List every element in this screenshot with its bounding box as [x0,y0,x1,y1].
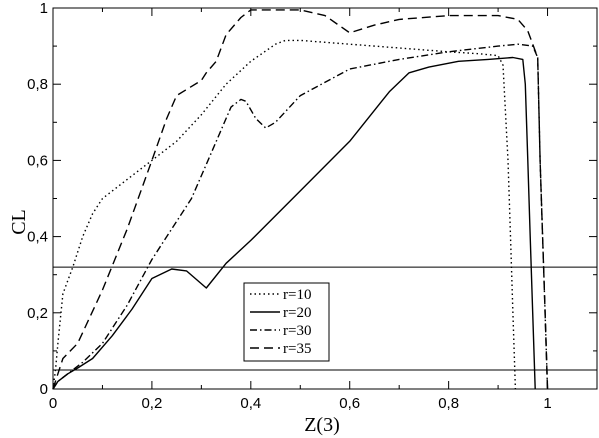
legend-label: r=20 [283,305,311,321]
x-tick-label: 1 [543,395,551,412]
y-tick-label: 0,8 [27,76,48,93]
x-tick-label: 0,6 [339,395,360,412]
y-tick-label: 0,2 [27,305,48,322]
legend-label: r=35 [283,341,311,357]
x-tick-label: 0,4 [240,395,261,412]
legend-label: r=10 [283,287,311,303]
y-tick-label: 1 [40,0,48,17]
series-line-r20 [52,56,536,390]
legend: r=10 r=20 r=30 r=35 [243,282,330,362]
y-axis-title: CL [8,209,30,235]
x-axis-title: Z(3) [304,414,340,436]
x-tick-label: 0 [49,395,57,412]
y-tick-label: 0,4 [27,229,48,246]
legend-label: r=30 [283,323,311,339]
x-tick-label: 0,8 [438,395,459,412]
x-tick-label: 0,2 [141,395,162,412]
axes: 0 0,2 0,4 0,6 0,8 1 0 0,2 0,4 0,6 0,8 1 [27,0,598,412]
y-tick-label: 0,6 [27,152,48,169]
y-tick-label: 0 [40,381,48,398]
